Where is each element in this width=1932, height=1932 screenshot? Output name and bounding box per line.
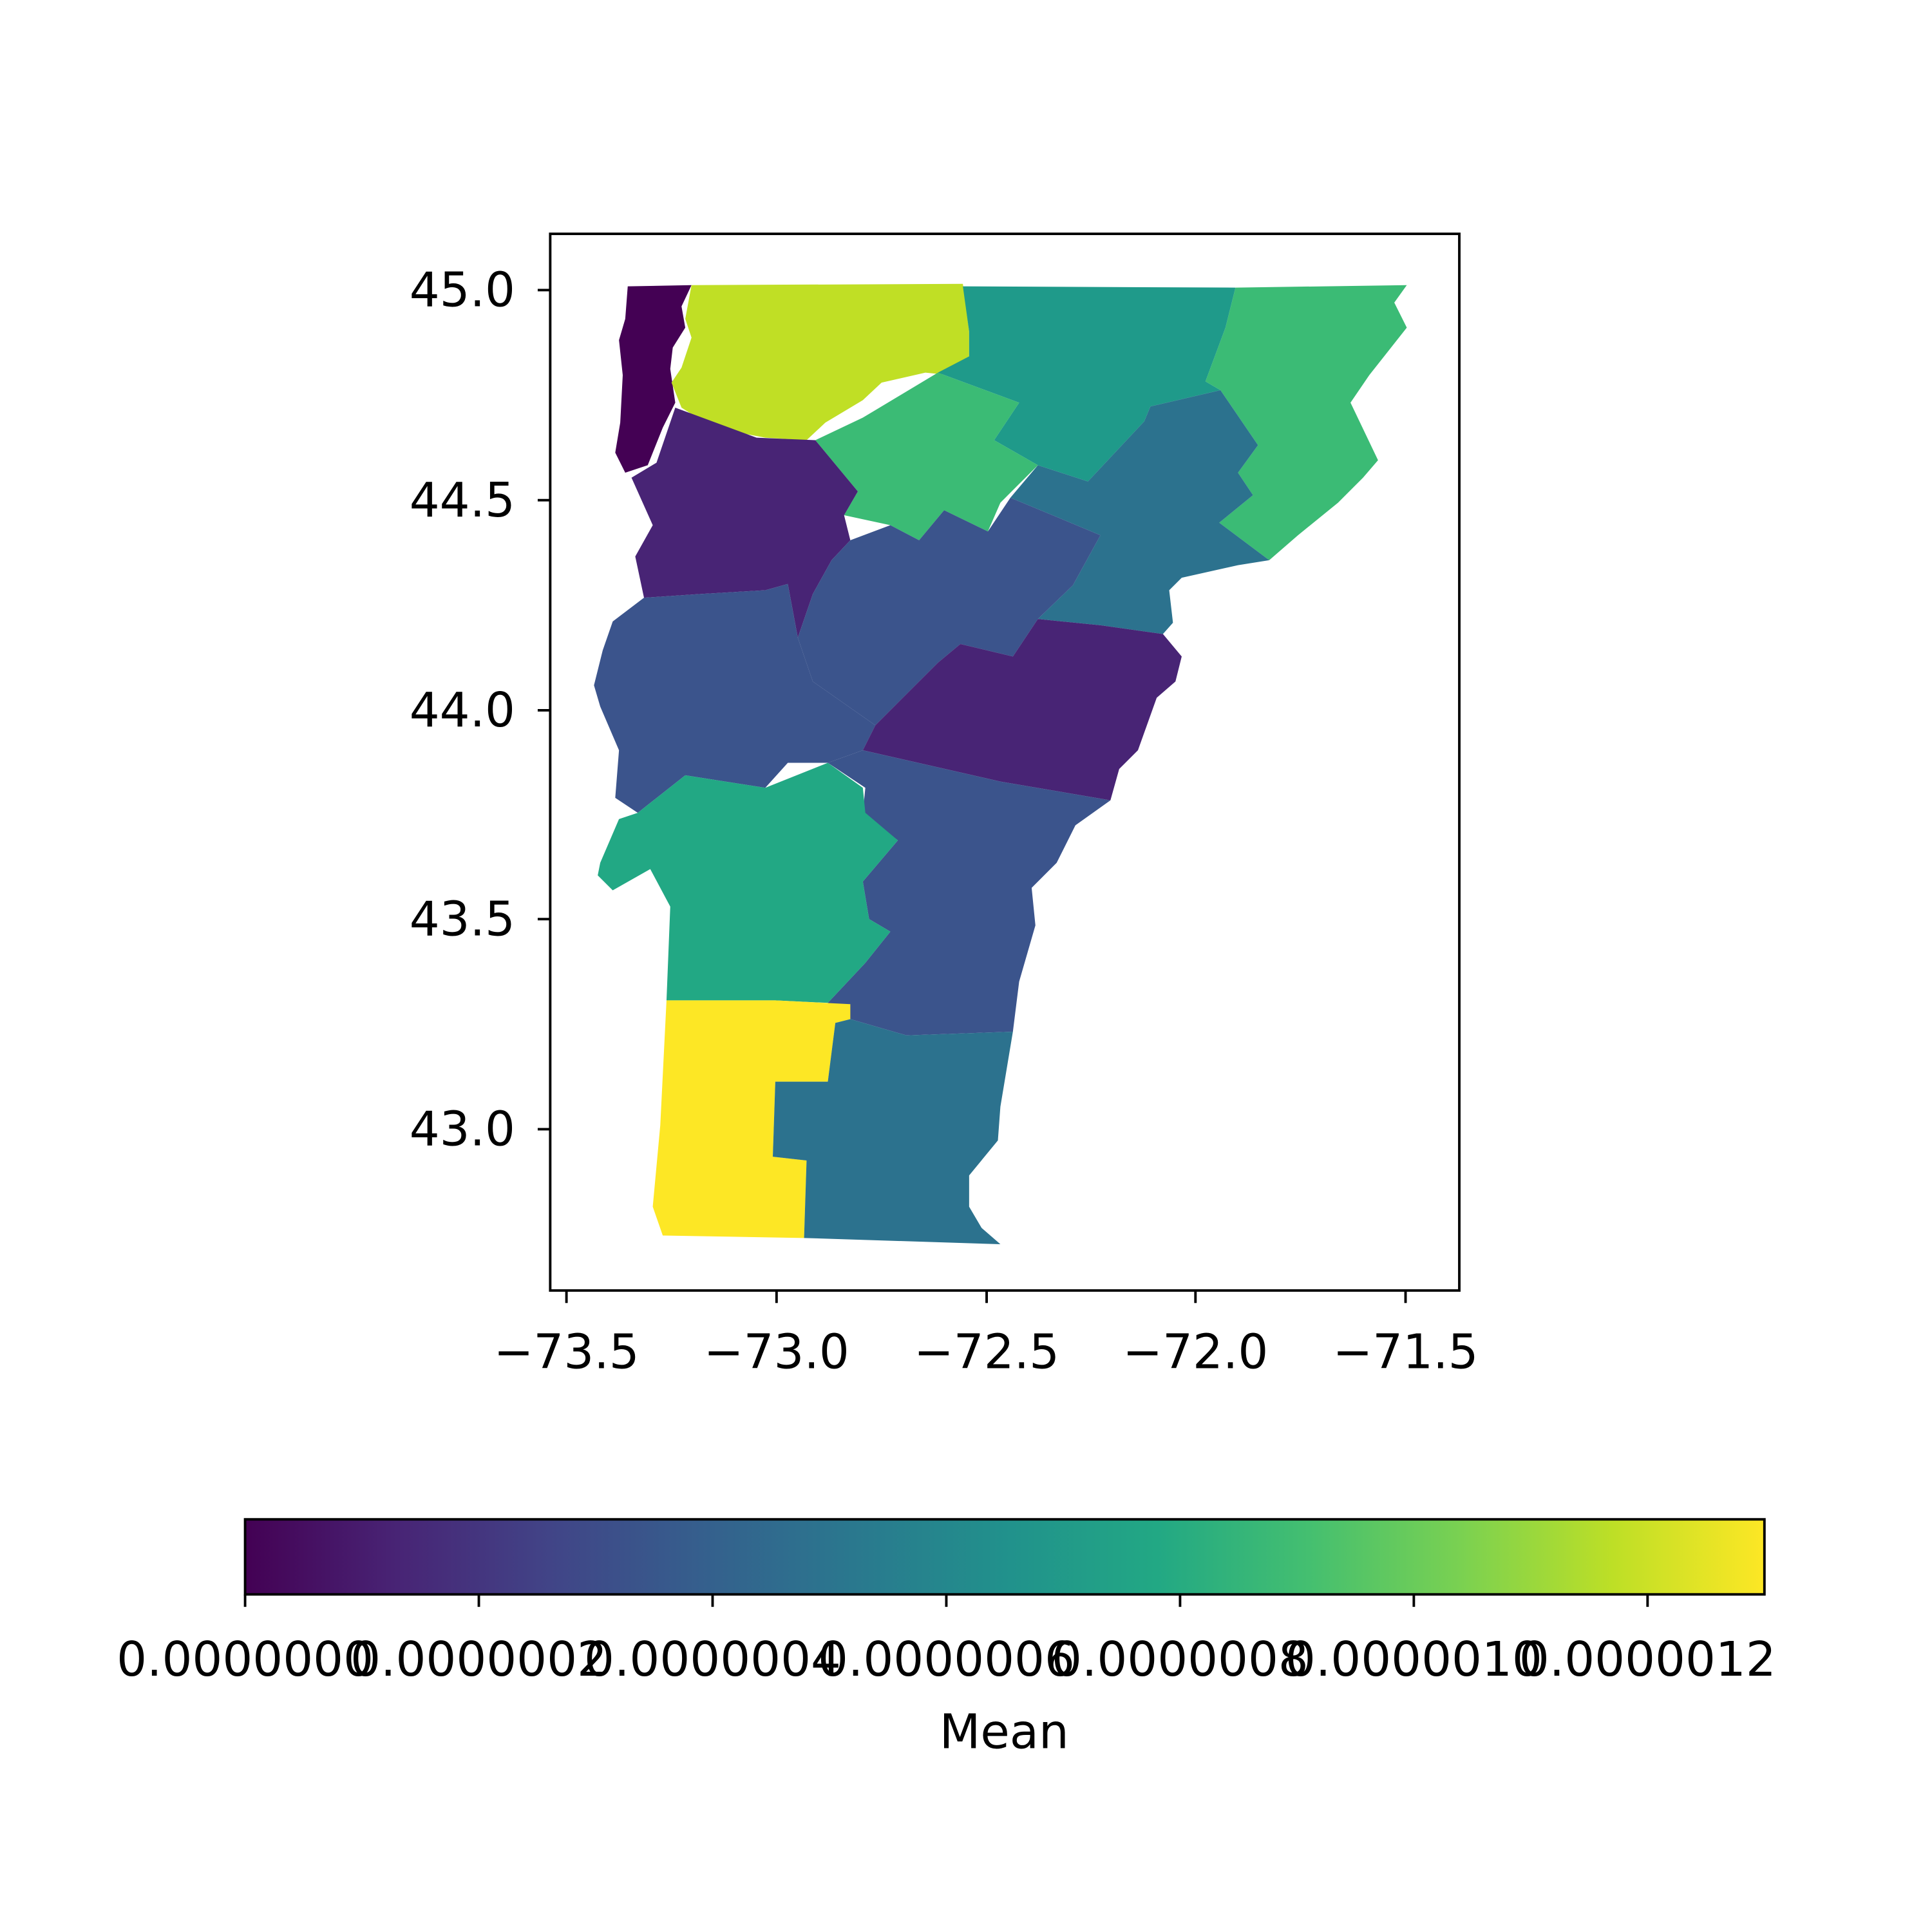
county-region-essex <box>1205 285 1407 560</box>
colorbar-tick-label: 0.0000006 <box>818 1633 1075 1687</box>
x-tick-label: −72.5 <box>914 1325 1059 1379</box>
y-tick-label: 44.5 <box>410 473 515 528</box>
county-region-orange <box>862 619 1182 800</box>
colorbar-label: Mean <box>940 1705 1069 1760</box>
county-region-bennington <box>652 1000 851 1238</box>
county-region-orleans <box>938 286 1236 482</box>
county-region-addison <box>594 583 876 813</box>
colorbar-tick-label: 0.0000012 <box>1519 1633 1776 1687</box>
y-tick-label: 43.0 <box>410 1103 515 1157</box>
county-region-grand-isle <box>615 285 692 473</box>
y-tick-label: 43.5 <box>410 892 515 947</box>
y-tick-label: 44.0 <box>410 683 515 738</box>
county-region-windham <box>773 1019 1013 1245</box>
x-axis: −73.5 −73.0 −72.5 −72.0 −71.5 <box>494 1290 1479 1379</box>
county-region-rutland <box>598 762 898 1003</box>
county-region-washington <box>797 497 1101 726</box>
x-tick-label: −73.0 <box>704 1325 849 1379</box>
colorbar-ticks: 0.00000000.00000020.00000040.00000060.00… <box>117 1594 1776 1687</box>
county-region-caledonia <box>1010 390 1269 634</box>
colorbar <box>243 1518 1766 1596</box>
x-tick-label: −72.0 <box>1122 1325 1268 1379</box>
map-regions <box>594 283 1407 1245</box>
colorbar-tick-label: 0.0000002 <box>350 1633 607 1687</box>
colorbar-tick-label: 0.0000010 <box>1285 1633 1542 1687</box>
colorbar-tick-label: 0.0000000 <box>117 1633 374 1687</box>
colorbar-tick-label: 0.0000008 <box>1052 1633 1309 1687</box>
county-region-franklin <box>671 283 969 440</box>
map-axes-frame <box>549 232 1461 1292</box>
county-region-lamoille <box>815 372 1038 540</box>
y-tick-label: 45.0 <box>410 263 515 318</box>
county-region-windsor <box>828 750 1111 1036</box>
x-tick-label: −71.5 <box>1332 1325 1478 1379</box>
colorbar-tick-label: 0.0000004 <box>584 1633 841 1687</box>
county-region-chittenden <box>631 408 858 638</box>
y-axis: 45.0 44.5 44.0 43.5 43.0 <box>410 263 551 1157</box>
x-tick-label: −73.5 <box>494 1325 639 1379</box>
